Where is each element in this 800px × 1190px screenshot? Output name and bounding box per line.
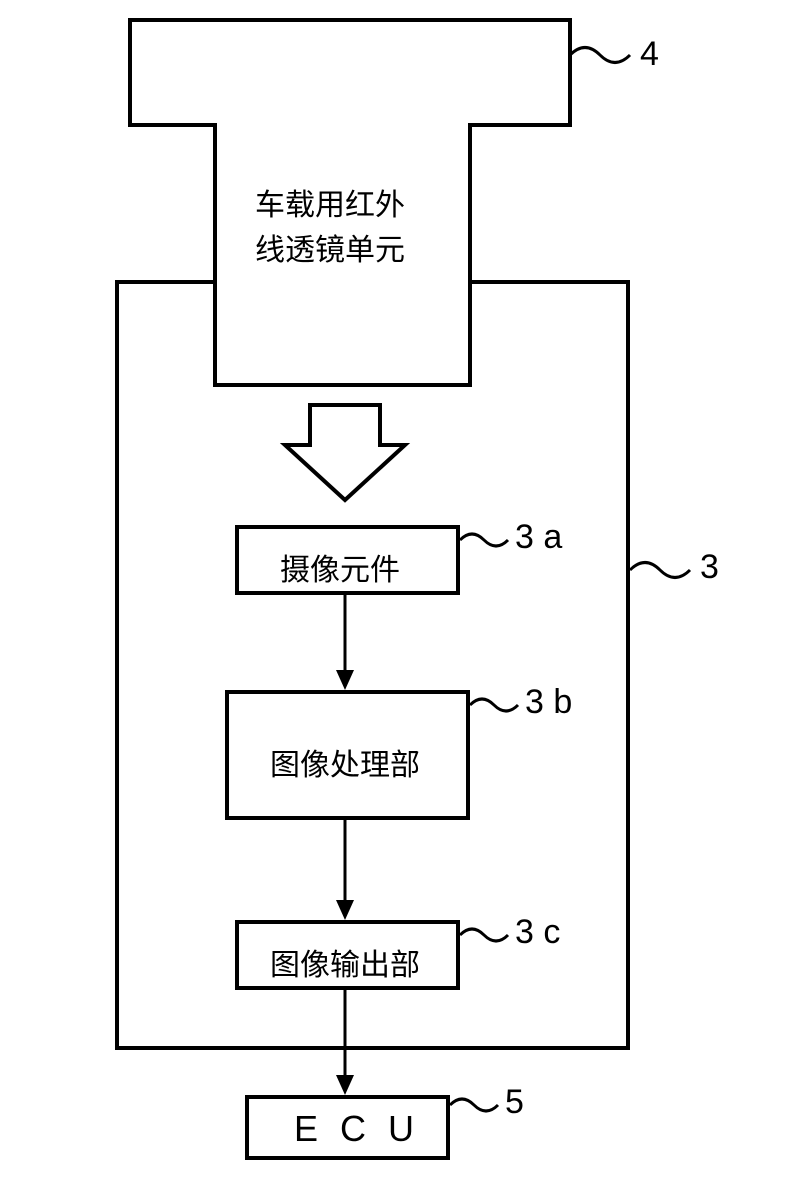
diagram-canvas: 车载用红外 线透镜单元 4 摄像元件 3 a 图像处理部 3 b 图像输出部 3… [0, 0, 800, 1190]
ref-5-leader [0, 0, 800, 1190]
ref-5-label: 5 [505, 1083, 524, 1122]
